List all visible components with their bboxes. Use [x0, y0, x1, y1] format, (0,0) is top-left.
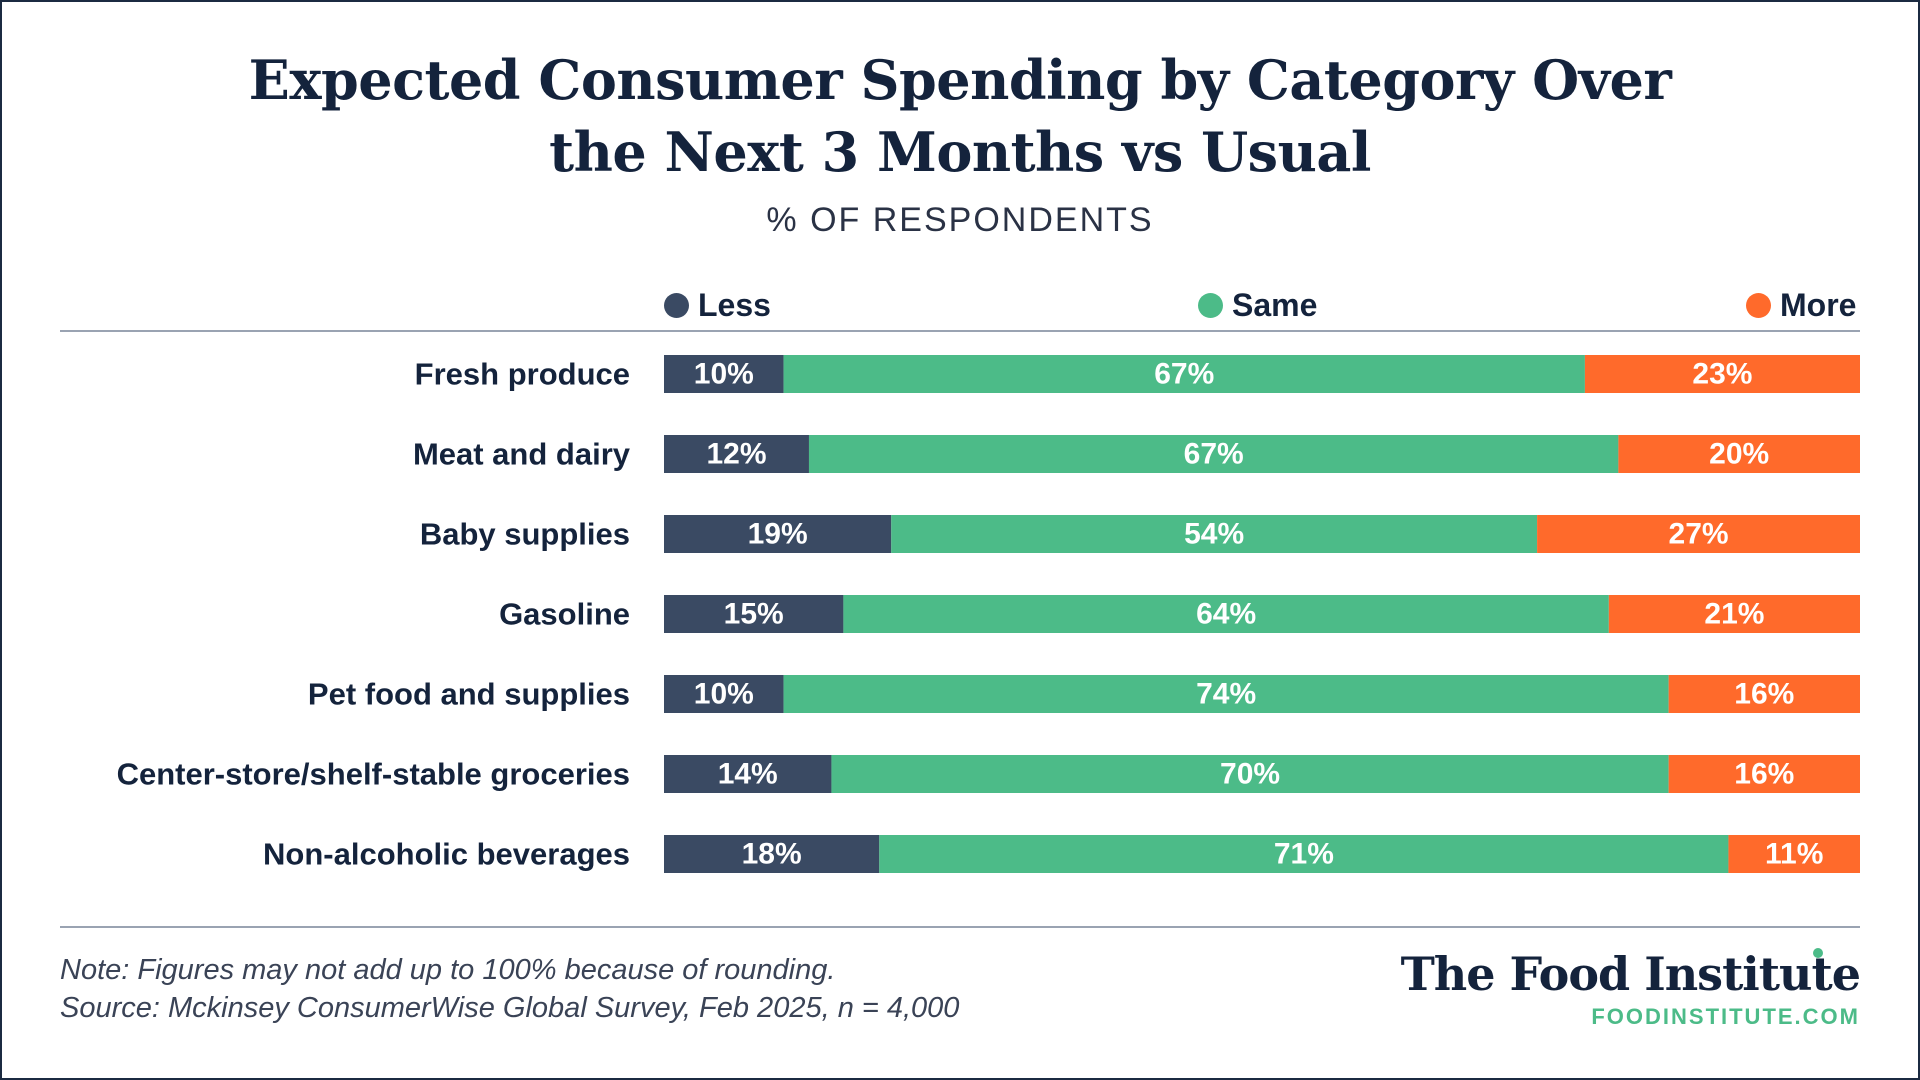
- category-label-gasoline: Gasoline: [499, 597, 630, 632]
- bar-more-non-alcoholic-beverages: [1728, 835, 1860, 873]
- bar-more-gasoline: [1608, 595, 1860, 633]
- brand-dot-icon: [1813, 948, 1823, 958]
- legend-label-less: Less: [698, 286, 771, 323]
- category-label-meat-and-dairy: Meat and dairy: [413, 437, 631, 472]
- category-label-center-store-shelf-stable-groceries: Center-store/shelf-stable groceries: [117, 757, 630, 792]
- legend-label-more: More: [1780, 286, 1857, 323]
- bar-less-pet-food-and-supplies: [664, 675, 784, 713]
- data-label-more-fresh-produce: 23%: [1692, 358, 1752, 391]
- data-label-more-pet-food-and-supplies: 16%: [1734, 678, 1794, 711]
- brand-block: The Food Institute FOODINSTITUTE.COM: [1400, 946, 1861, 1030]
- legend-item-same: Same: [1198, 285, 1317, 325]
- bar-more-fresh-produce: [1584, 355, 1860, 393]
- bar-more-center-store-shelf-stable-groceries: [1668, 755, 1860, 793]
- data-label-more-center-store-shelf-stable-groceries: 16%: [1734, 758, 1794, 791]
- data-label-less-meat-and-dairy: 12%: [706, 438, 766, 471]
- bar-more-baby-supplies: [1537, 515, 1860, 553]
- bar-same-non-alcoholic-beverages: [879, 835, 1729, 873]
- data-label-less-baby-supplies: 19%: [748, 518, 808, 551]
- data-label-same-baby-supplies: 54%: [1184, 518, 1244, 551]
- data-label-same-non-alcoholic-beverages: 71%: [1274, 838, 1334, 871]
- legend-item-more: More: [1746, 285, 1856, 325]
- chart-title-line-2: the Next 3 Months vs Usual: [549, 120, 1371, 184]
- brand-name: The Food Institute: [1400, 947, 1861, 1001]
- bar-same-gasoline: [843, 595, 1609, 633]
- bar-less-center-store-shelf-stable-groceries: [664, 755, 832, 793]
- bottom-divider: [60, 926, 1860, 928]
- data-label-same-pet-food-and-supplies: 74%: [1196, 678, 1256, 711]
- data-label-less-gasoline: 15%: [724, 598, 784, 631]
- top-divider: [60, 330, 1860, 332]
- legend-swatch-more: [1746, 292, 1771, 318]
- legend-item-less: Less: [664, 285, 771, 325]
- chart-title-line-1: Expected Consumer Spending by Category O…: [248, 48, 1672, 112]
- brand-url: FOODINSTITUTE.COM: [1591, 1004, 1860, 1029]
- data-label-more-gasoline: 21%: [1704, 598, 1764, 631]
- data-label-more-baby-supplies: 27%: [1669, 518, 1729, 551]
- legend-swatch-less: [664, 292, 689, 318]
- data-label-same-fresh-produce: 67%: [1154, 358, 1214, 391]
- category-label-pet-food-and-supplies: Pet food and supplies: [308, 677, 630, 712]
- category-label-non-alcoholic-beverages: Non-alcoholic beverages: [263, 837, 630, 872]
- footnote-note: Note: Figures may not add up to 100% bec…: [60, 954, 836, 986]
- bar-less-baby-supplies: [664, 515, 892, 553]
- legend-swatch-same: [1198, 292, 1223, 318]
- brand-logo: The Food Institute: [1400, 946, 1861, 1002]
- data-label-less-pet-food-and-supplies: 10%: [694, 678, 754, 711]
- data-label-less-center-store-shelf-stable-groceries: 14%: [718, 758, 778, 791]
- bar-more-meat-and-dairy: [1618, 435, 1860, 473]
- bar-less-meat-and-dairy: [664, 435, 809, 473]
- data-label-more-meat-and-dairy: 20%: [1709, 438, 1769, 471]
- chart-title: Expected Consumer Spending by Category O…: [0, 44, 1920, 188]
- bar-same-meat-and-dairy: [808, 435, 1619, 473]
- data-label-more-non-alcoholic-beverages: 11%: [1765, 838, 1823, 871]
- data-label-less-non-alcoholic-beverages: 18%: [742, 838, 802, 871]
- bar-same-fresh-produce: [783, 355, 1585, 393]
- bar-same-baby-supplies: [891, 515, 1538, 553]
- data-label-same-meat-and-dairy: 67%: [1184, 438, 1244, 471]
- footnote-source: Source: Mckinsey ConsumerWise Global Sur…: [60, 992, 960, 1024]
- bar-less-non-alcoholic-beverages: [664, 835, 880, 873]
- bar-more-pet-food-and-supplies: [1668, 675, 1860, 713]
- bar-less-gasoline: [664, 595, 844, 633]
- data-label-same-center-store-shelf-stable-groceries: 70%: [1220, 758, 1280, 791]
- legend-label-same: Same: [1232, 286, 1318, 323]
- data-label-less-fresh-produce: 10%: [694, 358, 754, 391]
- category-label-baby-supplies: Baby supplies: [420, 517, 630, 552]
- bar-less-fresh-produce: [664, 355, 784, 393]
- chart-subtitle: % OF RESPONDENTS: [766, 201, 1154, 239]
- category-label-fresh-produce: Fresh produce: [415, 357, 630, 392]
- bar-same-center-store-shelf-stable-groceries: [831, 755, 1669, 793]
- bar-same-pet-food-and-supplies: [783, 675, 1669, 713]
- data-label-same-gasoline: 64%: [1196, 598, 1256, 631]
